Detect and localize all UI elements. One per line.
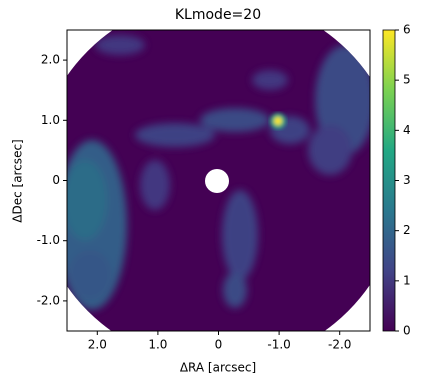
- chart-title: KLmode=20: [175, 7, 261, 23]
- x-tick-label: -2.0: [328, 338, 351, 352]
- image-source: [270, 113, 286, 129]
- y-tick-label: 0: [52, 173, 60, 187]
- x-tick-label: 2.0: [88, 338, 107, 352]
- y-tick-label: 2.0: [41, 53, 60, 67]
- x-tick-label: 0: [215, 338, 223, 352]
- colorbar-tick-label: 5: [403, 73, 411, 87]
- colorbar-tick-label: 2: [403, 223, 411, 237]
- y-tick-label: 1.0: [41, 113, 60, 127]
- y-tick-label: -1.0: [37, 233, 60, 247]
- x-tick-label: -1.0: [267, 338, 290, 352]
- x-tick-label: 1.0: [148, 338, 167, 352]
- image-structure: [67, 35, 370, 310]
- colorbar-tick-label: 0: [403, 324, 411, 338]
- colorbar-tick-label: 6: [403, 23, 411, 37]
- colorbar: [382, 29, 396, 332]
- image: [67, 30, 370, 331]
- x-axis-label: ΔRA [arcsec]: [180, 361, 256, 375]
- image-mask: [205, 169, 229, 193]
- colorbar-tick-label: 4: [403, 123, 411, 137]
- y-axis-label: ΔDec [arcsec]: [11, 139, 25, 222]
- y-tick-label: -2.0: [37, 293, 60, 307]
- colorbar-tick-label: 1: [403, 273, 411, 287]
- colorbar-tick-label: 3: [403, 173, 411, 187]
